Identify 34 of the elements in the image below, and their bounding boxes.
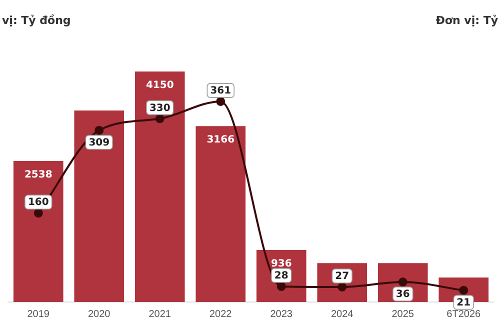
data-label: 309: [88, 137, 110, 148]
bar: [196, 126, 246, 302]
data-label: 2538: [24, 170, 52, 181]
point: [276, 282, 286, 291]
x-tick-label: 2021: [148, 308, 172, 320]
point: [216, 96, 226, 106]
data-label: 160: [28, 197, 49, 208]
data-label: 936: [270, 258, 292, 270]
data-label: 4150: [146, 80, 174, 92]
data-label: 28: [274, 270, 288, 282]
data-label: 27: [335, 271, 350, 282]
bar: [13, 161, 64, 302]
data-label: 3166: [206, 134, 235, 146]
point: [459, 286, 468, 295]
data-label: 36: [396, 289, 410, 300]
text: vị: Tỷ đồng: [2, 14, 71, 27]
point: [94, 126, 104, 135]
x-tick-label: 2019: [27, 308, 50, 320]
data-label: 361: [210, 86, 232, 97]
point: [155, 114, 164, 124]
data-label: 330: [149, 102, 170, 114]
x-tick-label: 2024: [331, 308, 354, 320]
data-label: 21: [456, 297, 471, 308]
point: [398, 278, 408, 286]
x-tick-label: 2023: [270, 308, 293, 320]
bar: [74, 110, 124, 302]
bar: [134, 71, 185, 302]
x-tick-label: 2022: [210, 308, 232, 320]
point: [34, 208, 43, 218]
point: [338, 282, 347, 292]
x-tick-label: 2020: [88, 308, 111, 320]
x-tick-label: 2025: [392, 308, 414, 320]
x-tick-label: 6T2026: [446, 308, 482, 320]
text: Đơn vị: Tỷ: [436, 14, 498, 27]
